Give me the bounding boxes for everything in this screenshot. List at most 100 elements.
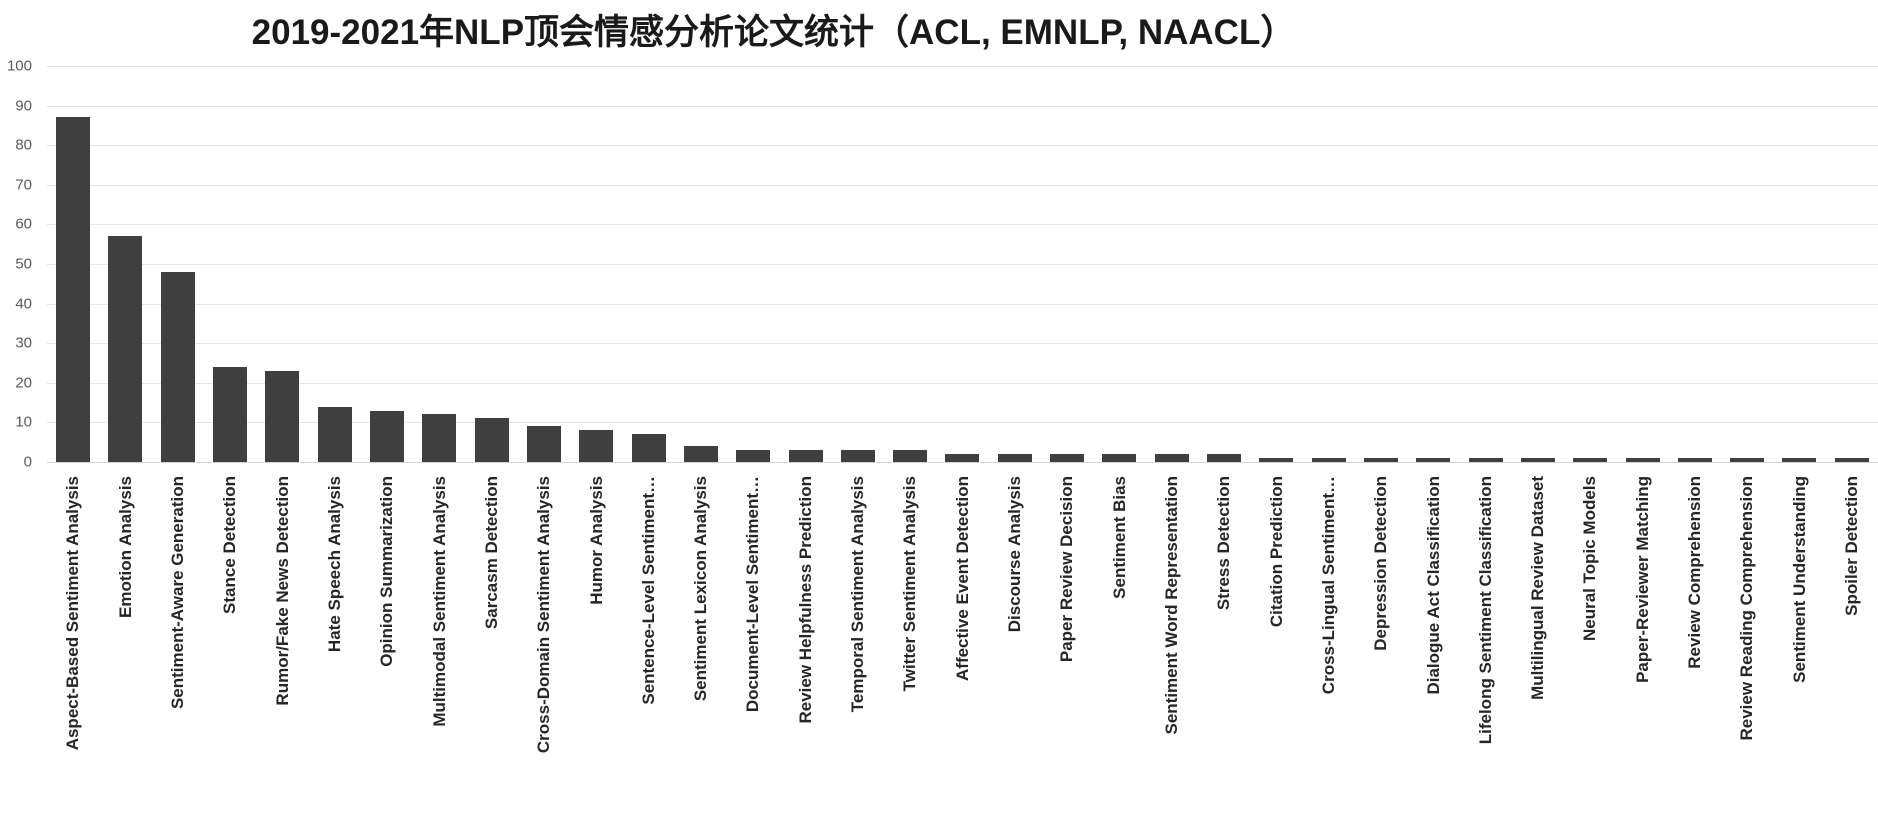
bar-slot <box>256 66 308 462</box>
bar-slot <box>1669 66 1721 462</box>
x-tick-label: Temporal Sentiment Analysis <box>848 476 868 713</box>
x-tick-label: Spoiler Detection <box>1842 476 1861 616</box>
bar-slot <box>413 66 465 462</box>
y-tick-label: 50 <box>15 255 32 273</box>
bar <box>788 450 823 462</box>
bar <box>160 271 195 462</box>
x-tick-label: Stress Detection <box>1214 476 1234 611</box>
x-tick-cell: Sarcasm Detection <box>466 468 518 820</box>
bar-slot <box>779 66 831 462</box>
x-tick-cell: Emotion Analysis <box>99 468 151 820</box>
x-tick-cell: Affective Event Detection <box>936 468 988 820</box>
x-tick-cell: Citation Prediction <box>1250 468 1302 820</box>
y-axis: 0 10 20 30 40 50 60 70 80 90 100 <box>0 59 34 470</box>
x-tick-cell: Sentiment-Aware Generation <box>152 468 204 820</box>
bar-slot <box>1146 66 1198 462</box>
bar <box>1102 454 1137 462</box>
gridline-100 <box>47 66 1878 67</box>
bar-slot <box>1093 66 1145 462</box>
bar-slot <box>204 66 256 462</box>
x-tick-cell: Cross-Lingual Sentiment… <box>1303 468 1355 820</box>
bar-slot <box>361 66 413 462</box>
x-tick-cell: Multilingual Review Dataset <box>1512 468 1564 820</box>
x-tick-cell: Humor Analysis <box>570 468 622 820</box>
x-tick-label: Multilingual Review Dataset <box>1528 476 1548 700</box>
gridline-20 <box>47 382 1878 384</box>
y-tick-label: 90 <box>15 97 32 115</box>
x-tick-cell: Spoiler Detection <box>1826 468 1878 820</box>
bar <box>108 236 143 462</box>
x-tick-cell: Stress Detection <box>1198 468 1250 820</box>
bar-slot <box>1826 66 1878 462</box>
x-tick-label: Dialogue Act Classification <box>1423 476 1443 695</box>
x-tick-cell: Neural Topic Models <box>1564 468 1616 820</box>
bar-slot <box>309 66 361 462</box>
bar <box>526 426 561 462</box>
bar-slot <box>47 66 99 462</box>
bar <box>1730 458 1765 462</box>
x-tick-label: Document-Level Sentiment… <box>743 476 763 713</box>
x-tick-cell: Temporal Sentiment Analysis <box>832 468 884 820</box>
x-tick-label: Humor Analysis <box>586 476 606 605</box>
x-tick-label: Sentiment Lexicon Analysis <box>691 476 711 702</box>
x-tick-cell: Review Comprehension <box>1669 468 1721 820</box>
bar <box>1154 454 1189 462</box>
y-tick-label: 10 <box>15 413 32 431</box>
x-axis-labels: Aspect-Based Sentiment Analysis Emotion A… <box>47 468 1878 820</box>
x-tick-label: Twitter Sentiment Analysis <box>900 476 920 692</box>
bar-slot <box>1773 66 1825 462</box>
x-tick-label: Cross-Lingual Sentiment… <box>1318 476 1338 695</box>
x-tick-cell: Opinion Summarization <box>361 468 413 820</box>
gridline-90 <box>47 105 1878 107</box>
y-tick-label: 40 <box>15 295 32 313</box>
bar <box>945 454 980 462</box>
x-tick-label: Stance Detection <box>220 476 240 614</box>
bar <box>317 406 352 462</box>
bar-slot <box>1041 66 1093 462</box>
gridline-40 <box>47 303 1878 305</box>
gridline-50 <box>47 264 1878 265</box>
x-tick-cell: Sentiment Lexicon Analysis <box>675 468 727 820</box>
bar <box>56 117 91 462</box>
x-tick-label: Affective Event Detection <box>952 476 972 681</box>
bar-slot <box>1303 66 1355 462</box>
bar-slot <box>570 66 622 462</box>
x-tick-cell: Multimodal Sentiment Analysis <box>413 468 465 820</box>
x-tick-label: Aspect-Based Sentiment Analysis <box>63 476 83 751</box>
bar-slot <box>518 66 570 462</box>
x-tick-cell: Twitter Sentiment Analysis <box>884 468 936 820</box>
x-tick-cell: Review Helpfulness Prediction <box>779 468 831 820</box>
x-tick-label: Citation Prediction <box>1266 476 1286 628</box>
bar-slot <box>152 66 204 462</box>
x-tick-label: Review Helpfulness Prediction <box>795 476 815 724</box>
bar <box>1207 454 1242 462</box>
x-tick-label: Sentiment Understanding <box>1789 476 1809 683</box>
y-tick-label: 20 <box>15 374 32 392</box>
x-tick-label: Hate Speech Analysis <box>324 476 344 653</box>
bar-slot <box>1407 66 1459 462</box>
x-tick-label: Review Comprehension <box>1685 476 1705 669</box>
gridline-30 <box>47 343 1878 345</box>
bar-series <box>47 66 1878 462</box>
x-tick-label: Discourse Analysis <box>1005 476 1024 633</box>
bar-slot <box>1250 66 1302 462</box>
bar-slot <box>1721 66 1773 462</box>
bar <box>1834 458 1869 462</box>
x-tick-label: Emotion Analysis <box>115 476 135 619</box>
x-tick-cell: Aspect-Based Sentiment Analysis <box>47 468 99 820</box>
x-tick-cell: Stance Detection <box>204 468 256 820</box>
bar <box>1050 454 1085 462</box>
bar <box>1520 458 1555 462</box>
x-tick-label: Neural Topic Models <box>1580 476 1600 641</box>
bar-slot <box>675 66 727 462</box>
plot-area <box>47 66 1878 463</box>
x-tick-label: Cross-Domain Sentiment Analysis <box>534 476 554 754</box>
x-tick-label: Multimodal Sentiment Analysis <box>429 476 449 727</box>
bar <box>1573 458 1608 462</box>
bar-slot <box>1564 66 1616 462</box>
bar-slot <box>936 66 988 462</box>
gridline-60 <box>47 224 1878 226</box>
bar-slot <box>1459 66 1511 462</box>
y-tick-label: 80 <box>15 136 32 154</box>
